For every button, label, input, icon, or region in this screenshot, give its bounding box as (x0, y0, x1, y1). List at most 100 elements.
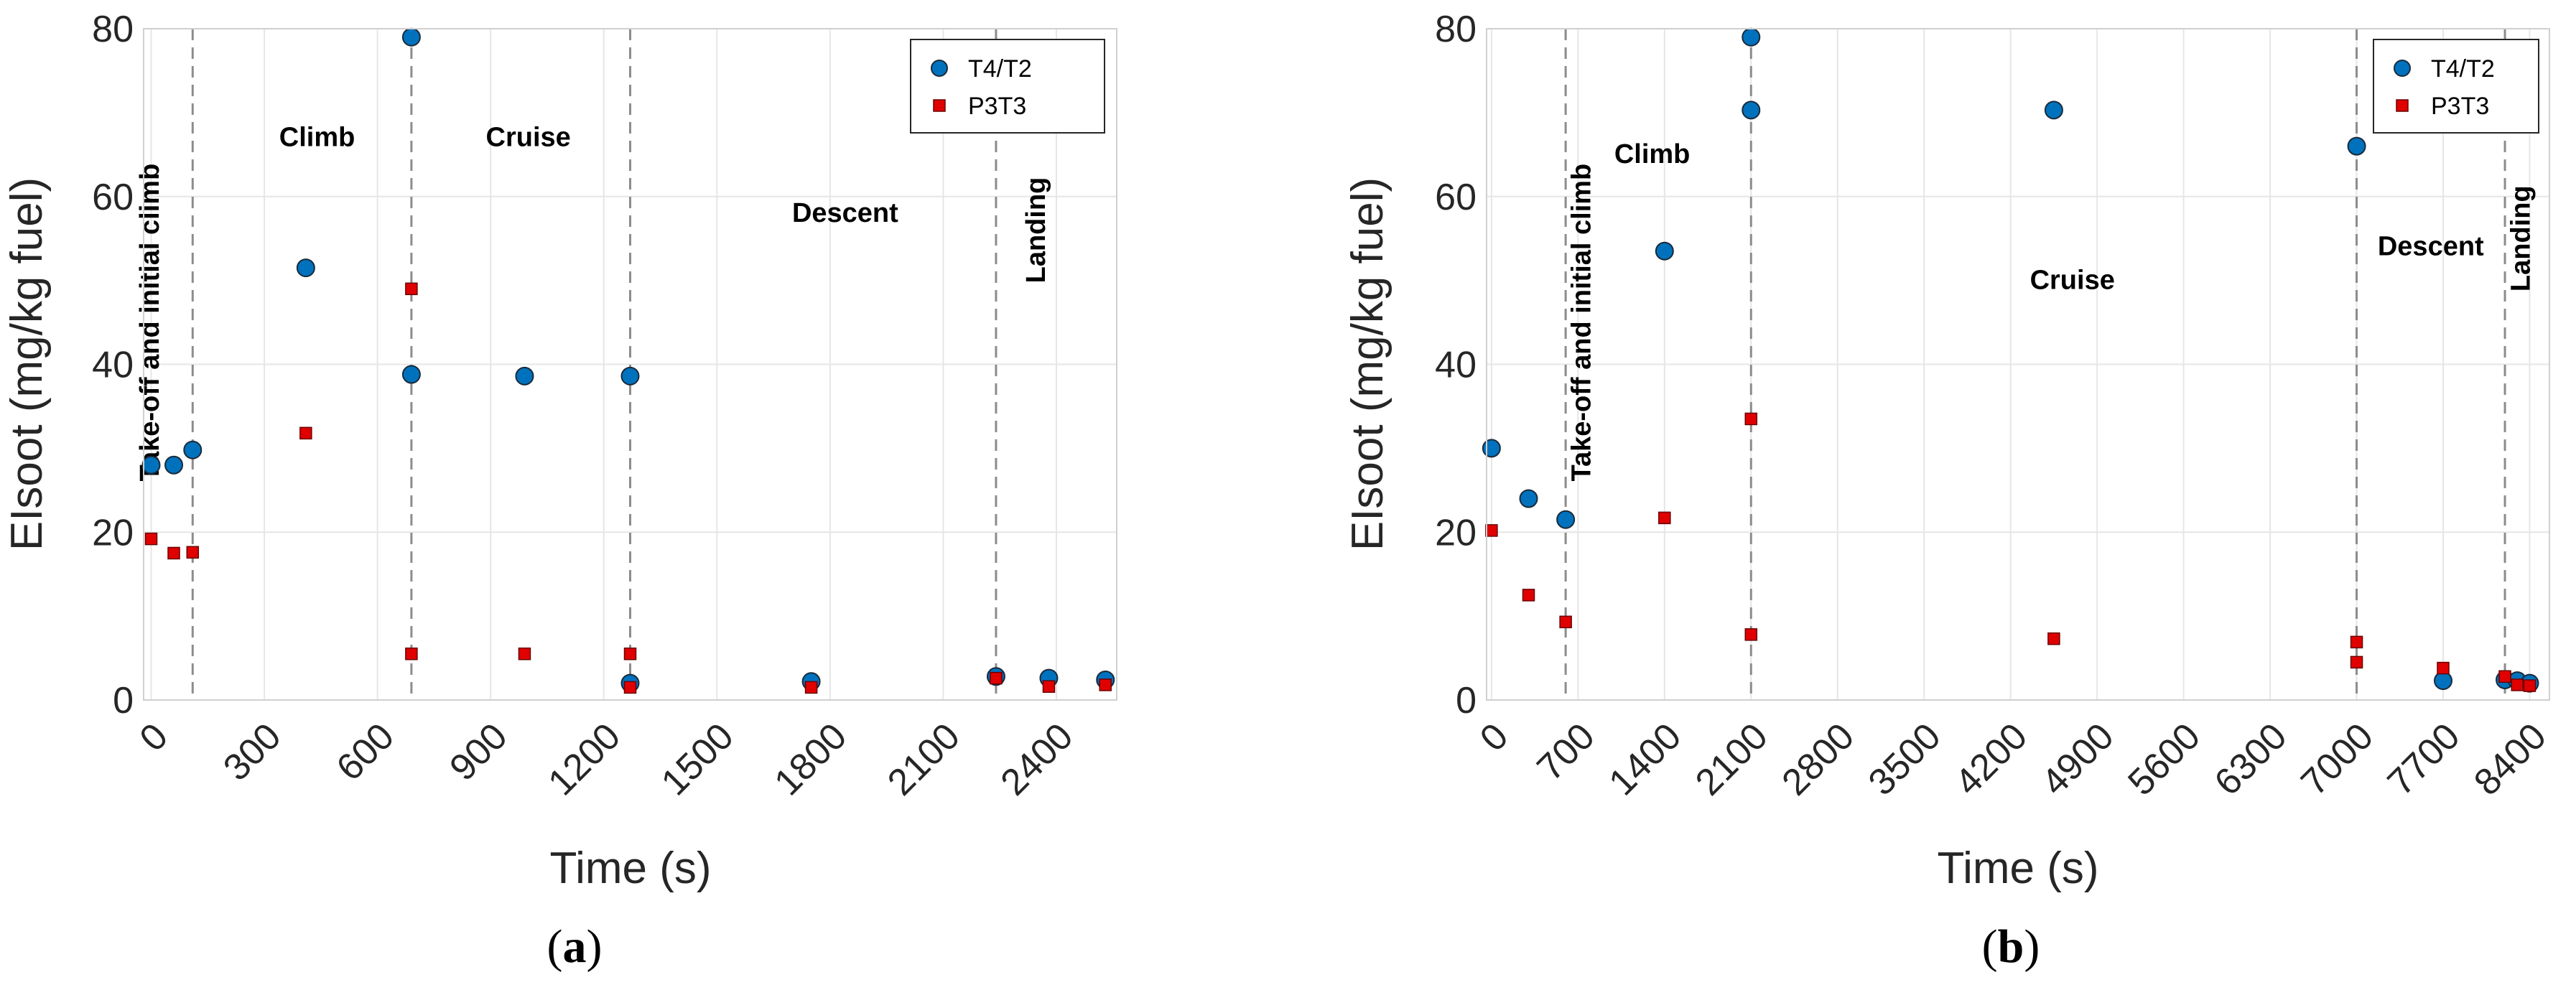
x-tick-label: 0 (1472, 715, 1516, 759)
data-point-t4t2 (515, 366, 534, 386)
x-tick-label: 2800 (1774, 715, 1862, 803)
data-point-p3t3 (2523, 679, 2537, 692)
data-point-p3t3 (299, 426, 312, 440)
panel-caption: (a) (547, 920, 603, 973)
legend-marker-t4t2 (2394, 60, 2411, 77)
phase-label: Descent (2378, 232, 2484, 262)
x-tick-label: 0 (132, 715, 176, 759)
data-point-t4t2 (2044, 101, 2063, 120)
legend-label-t4t2: T4/T2 (968, 55, 1032, 83)
data-point-p3t3 (2350, 655, 2363, 669)
caption-open: ( (1982, 920, 1998, 973)
x-tick-label: 600 (329, 715, 402, 788)
x-tick-label: 2400 (993, 715, 1082, 803)
data-point-t4t2 (183, 440, 203, 459)
y-tick-label: 0 (1456, 680, 1477, 722)
legend-box (2373, 39, 2539, 134)
x-tick-label: 4900 (2034, 715, 2122, 803)
data-point-t4t2 (1519, 489, 1538, 508)
x-axis-label: Time (s) (1938, 844, 2099, 893)
data-point-p3t3 (1559, 615, 1572, 629)
legend: T4/T2 P3T3 (2373, 39, 2539, 134)
data-point-t4t2 (401, 27, 421, 47)
data-point-p3t3 (2511, 678, 2524, 691)
phase-labels: Take-off and initial climb Climb Cruise Des… (1567, 139, 2537, 481)
phase-label: Take-off and initial climb (135, 164, 165, 482)
data-point-t4t2 (2347, 136, 2366, 156)
data-point-p3t3 (1744, 628, 1758, 641)
data-point-p3t3 (1522, 589, 1535, 602)
x-tick-label: 1500 (654, 715, 742, 803)
data-point-t4t2 (2434, 671, 2452, 691)
legend: T4/T2 P3T3 (910, 39, 1105, 134)
phase-label: Cruise (486, 123, 571, 153)
chart-a: Take-off and initial climb Climb Cruise Des… (2, 9, 1117, 973)
phase-label: Descent (792, 198, 898, 228)
x-tick-label: 1200 (540, 715, 628, 803)
x-tick-label: 1400 (1601, 715, 1690, 803)
data-point-t4t2 (141, 455, 161, 475)
data-point-p3t3 (144, 532, 158, 546)
legend-marker-p3t3 (2396, 99, 2409, 112)
legend-label-t4t2: T4/T2 (2431, 55, 2495, 83)
x-tick-label: 700 (1529, 715, 1602, 788)
y-tick-label: 20 (92, 512, 134, 554)
data-point-p3t3 (186, 546, 200, 559)
data-point-p3t3 (1099, 678, 1112, 691)
data-point-p3t3 (1744, 412, 1758, 426)
y-tick-label: 20 (1435, 512, 1477, 554)
x-tick-label: 3500 (1861, 715, 1949, 803)
panel-caption: (b) (1982, 920, 2040, 973)
caption-letter: b (1998, 920, 2024, 973)
x-tick-label: 2100 (1688, 715, 1776, 803)
x-tick-label: 7700 (2380, 715, 2468, 803)
y-axis-label: EIsoot (mg/kg fuel) (2, 177, 52, 551)
y-tick-label: 40 (92, 345, 134, 386)
phase-label: Landing (1021, 177, 1051, 284)
legend-label-p3t3: P3T3 (968, 93, 1026, 120)
data-point-p3t3 (623, 647, 637, 660)
legend-marker-t4t2 (931, 60, 948, 77)
y-tick-label: 80 (92, 9, 134, 50)
data-points (141, 27, 1115, 694)
x-tick-label: 6300 (2207, 715, 2295, 803)
y-tick-label: 80 (1435, 9, 1477, 50)
axes-frame (143, 28, 1117, 701)
data-point-t4t2 (1482, 439, 1501, 458)
x-tick-label: 2100 (880, 715, 968, 803)
phase-label: Climb (1614, 139, 1691, 169)
data-point-p3t3 (2350, 635, 2363, 649)
data-point-p3t3 (623, 681, 637, 694)
data-point-t4t2 (1655, 241, 1674, 261)
data-point-t4t2 (1556, 510, 1576, 529)
x-tick-label: 300 (215, 715, 289, 788)
data-point-p3t3 (2437, 661, 2450, 675)
data-point-p3t3 (1485, 524, 1498, 537)
phase-labels: Take-off and initial climb Climb Cruise Des… (135, 123, 1051, 482)
phase-label: Cruise (2030, 265, 2115, 295)
data-point-p3t3 (2498, 670, 2511, 683)
data-point-t4t2 (164, 455, 184, 475)
phase-label: Landing (2506, 185, 2536, 291)
data-point-p3t3 (167, 546, 180, 560)
phase-label: Climb (279, 123, 355, 153)
data-point-p3t3 (405, 647, 418, 660)
data-point-p3t3 (1658, 511, 1671, 525)
caption-close: ) (2024, 920, 2040, 973)
x-tick-label: 900 (442, 715, 515, 788)
x-tick-label: 5600 (2120, 715, 2208, 803)
data-point-t4t2 (296, 258, 315, 278)
data-point-t4t2 (620, 366, 640, 386)
phase-label: Take-off and initial climb (1567, 164, 1597, 482)
y-tick-label: 0 (113, 680, 134, 722)
data-point-t4t2 (1742, 27, 1761, 47)
data-point-p3t3 (2047, 632, 2060, 645)
x-tick-label: 8400 (2466, 715, 2554, 803)
caption-open: ( (547, 920, 563, 973)
data-point-p3t3 (405, 282, 418, 296)
data-point-p3t3 (1042, 680, 1056, 694)
data-points (1482, 27, 2539, 693)
x-tick-label: 1800 (767, 715, 855, 803)
caption-letter: a (563, 920, 587, 973)
